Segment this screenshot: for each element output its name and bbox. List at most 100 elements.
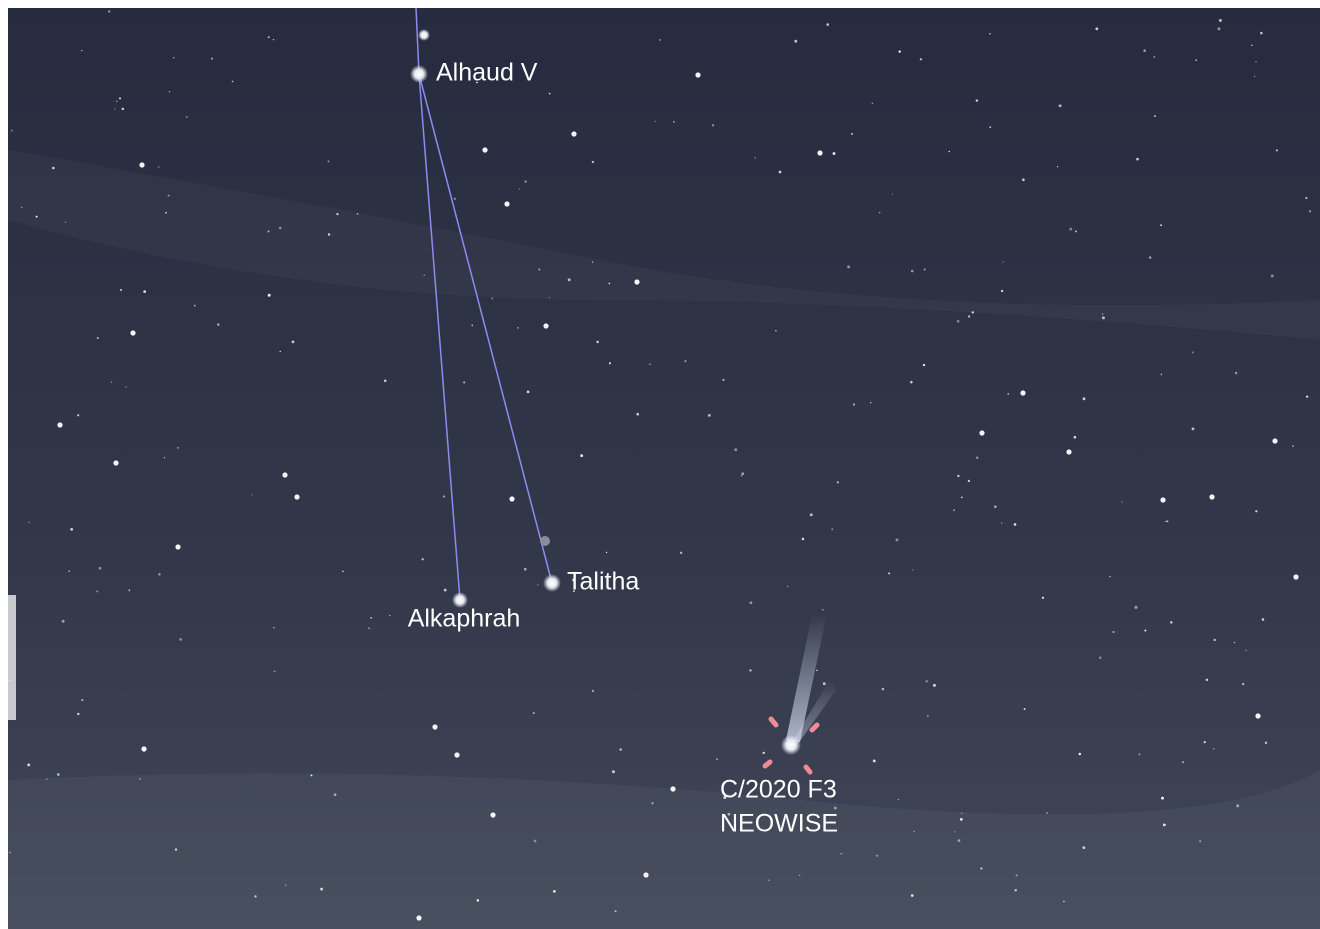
star — [454, 752, 459, 757]
comet[interactable] — [781, 735, 801, 755]
star — [1306, 395, 1308, 397]
star — [684, 360, 686, 362]
star — [504, 201, 509, 206]
star — [831, 528, 833, 530]
star — [649, 363, 650, 364]
star — [1255, 510, 1257, 512]
star — [1167, 520, 1169, 522]
star — [11, 130, 13, 132]
star — [794, 40, 797, 43]
comet-label[interactable]: C/2020 F3 — [720, 776, 837, 804]
star — [186, 116, 188, 118]
star — [1022, 178, 1025, 181]
star — [28, 522, 29, 523]
star — [143, 290, 146, 293]
star — [1293, 574, 1298, 579]
star — [592, 161, 594, 163]
star — [517, 327, 519, 329]
star — [122, 108, 125, 111]
star — [328, 233, 330, 235]
star — [994, 505, 996, 507]
star — [490, 812, 495, 817]
star — [741, 475, 743, 477]
star — [543, 323, 548, 328]
star — [311, 774, 313, 776]
star — [1075, 230, 1077, 232]
star — [68, 570, 70, 572]
star — [1204, 741, 1206, 743]
star — [519, 188, 520, 189]
star — [763, 752, 765, 754]
star — [81, 50, 82, 51]
star — [232, 81, 234, 83]
star — [787, 586, 788, 587]
star — [1082, 846, 1085, 849]
star — [1170, 621, 1172, 623]
star — [217, 323, 219, 325]
star — [368, 627, 370, 629]
star — [120, 289, 122, 291]
star — [1014, 523, 1017, 526]
star[interactable] — [418, 29, 430, 41]
star-label[interactable]: Alhaud V — [436, 59, 538, 87]
star — [1192, 351, 1194, 353]
page: Alhaud V Talitha Alkaphrah C/2020 F3 NEO… — [0, 0, 1320, 929]
star — [823, 682, 826, 685]
star — [280, 351, 281, 352]
star — [1234, 642, 1235, 643]
star — [1272, 438, 1277, 443]
star — [384, 380, 387, 383]
star — [1255, 61, 1256, 62]
star — [251, 494, 252, 495]
star — [1121, 501, 1122, 502]
star-label[interactable]: Alkaphrah — [408, 605, 521, 633]
star — [285, 884, 286, 885]
star — [139, 778, 141, 780]
star-label[interactable]: Talitha — [567, 568, 639, 596]
star — [680, 552, 682, 554]
star — [879, 212, 881, 214]
star — [27, 764, 30, 767]
star — [1182, 761, 1184, 763]
star — [1139, 753, 1141, 755]
star — [1236, 804, 1239, 807]
star — [77, 414, 79, 416]
star — [873, 759, 876, 762]
star — [179, 638, 182, 641]
side-tab[interactable] — [8, 595, 16, 720]
star — [898, 50, 900, 52]
star — [1160, 224, 1162, 226]
star — [968, 480, 970, 482]
star — [980, 867, 982, 869]
star — [912, 569, 913, 570]
star — [673, 121, 675, 123]
sky-view: Alhaud V Talitha Alkaphrah C/2020 F3 NEO… — [0, 0, 1320, 929]
star — [643, 872, 648, 877]
star — [898, 799, 900, 801]
star — [81, 699, 83, 701]
star — [1095, 27, 1098, 30]
star — [1160, 497, 1165, 502]
star — [370, 617, 372, 619]
star — [606, 552, 607, 553]
star — [659, 39, 660, 40]
star — [949, 151, 950, 152]
star — [1149, 256, 1151, 258]
star — [580, 454, 583, 457]
star — [116, 101, 117, 102]
star-talitha[interactable] — [543, 574, 561, 592]
star — [957, 475, 959, 477]
star — [608, 283, 610, 285]
star — [294, 494, 299, 499]
comet-label[interactable]: NEOWISE — [720, 810, 838, 838]
star — [389, 615, 390, 616]
star — [1069, 228, 1072, 231]
star-alhaud[interactable] — [410, 65, 428, 83]
star — [882, 688, 885, 691]
star — [549, 297, 550, 298]
star — [422, 558, 424, 560]
star — [817, 150, 822, 155]
star — [872, 103, 874, 105]
star — [615, 910, 617, 912]
star — [524, 180, 526, 182]
